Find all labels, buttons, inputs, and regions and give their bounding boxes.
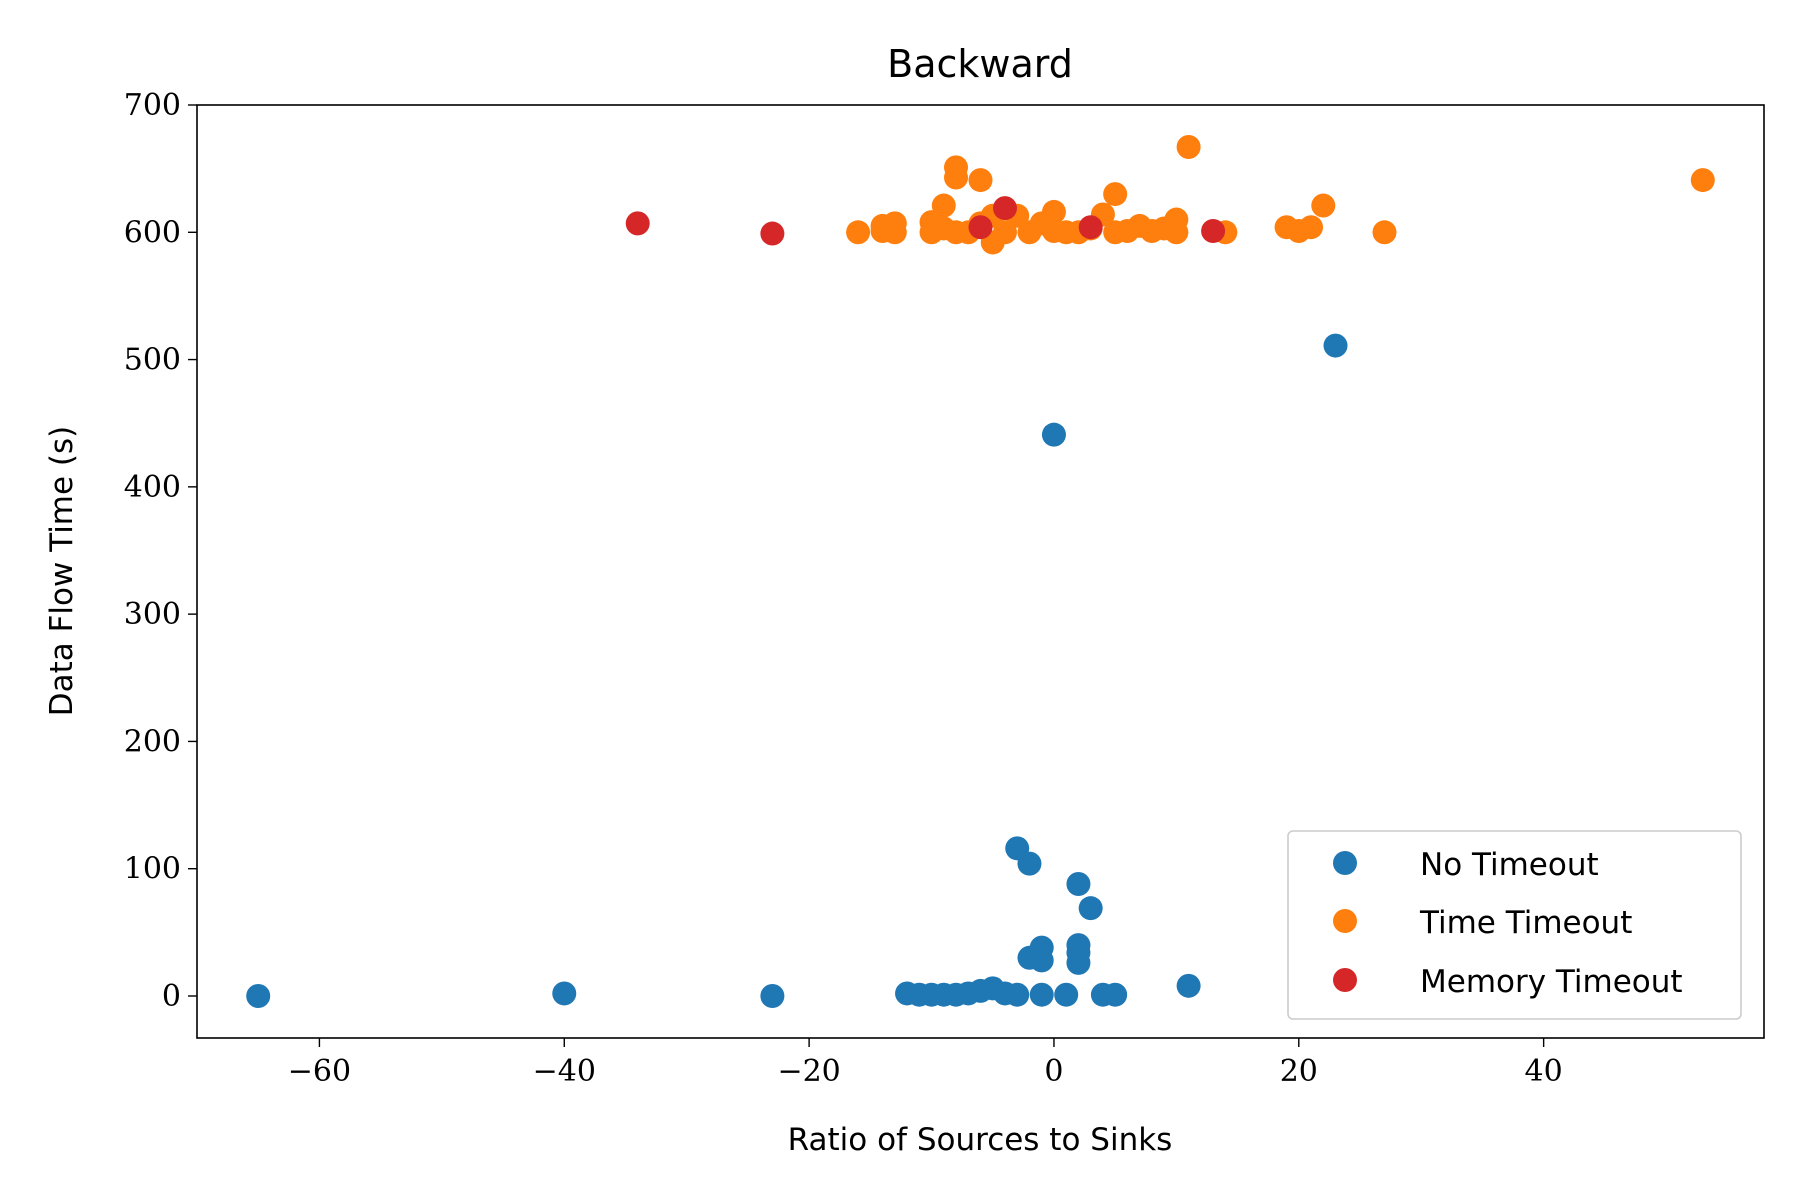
x-tick-label: −60	[288, 1054, 351, 1089]
legend-item-memory-timeout: Memory Timeout	[1333, 964, 1683, 1000]
legend-label-time-timeout: Time Timeout	[1419, 905, 1632, 941]
legend: No Timeout Time Timeout Memory Timeout	[1287, 830, 1742, 1020]
point-time-timeout	[992, 220, 1017, 245]
point-time-timeout	[944, 155, 969, 180]
y-tick-label: 700	[124, 88, 181, 123]
point-no-timeout	[1017, 851, 1042, 876]
x-tick-label: 20	[1280, 1054, 1318, 1089]
legend-item-no-timeout: No Timeout	[1333, 847, 1599, 883]
legend-item-time-timeout: Time Timeout	[1333, 905, 1632, 941]
y-tick-label: 0	[162, 979, 181, 1014]
x-tick-label: −20	[777, 1054, 840, 1089]
point-time-timeout	[846, 220, 871, 245]
point-no-timeout	[1041, 422, 1066, 447]
legend-marker-no-timeout	[1333, 851, 1357, 875]
point-memory-timeout	[625, 211, 650, 236]
point-time-timeout	[1299, 215, 1324, 240]
legend-marker-memory-timeout	[1333, 968, 1357, 992]
chart-title: Backward	[887, 42, 1073, 86]
legend-marker-time-timeout	[1333, 909, 1357, 933]
point-memory-timeout	[992, 196, 1017, 221]
point-time-timeout	[1372, 220, 1397, 245]
point-no-timeout	[1176, 973, 1201, 998]
point-no-timeout	[1029, 948, 1054, 973]
point-no-timeout	[1054, 982, 1079, 1007]
y-axis-label: Data Flow Time (s)	[44, 426, 80, 717]
point-memory-timeout	[968, 215, 993, 240]
x-axis-label: Ratio of Sources to Sinks	[788, 1122, 1173, 1158]
point-time-timeout	[968, 168, 993, 193]
point-no-timeout	[1103, 982, 1128, 1007]
point-no-timeout	[246, 983, 271, 1008]
y-tick-label: 200	[124, 724, 181, 759]
x-tick-label: 40	[1525, 1054, 1563, 1089]
point-memory-timeout	[1078, 215, 1103, 240]
point-memory-timeout	[1201, 219, 1226, 244]
point-time-timeout	[1103, 182, 1128, 207]
y-axis-ticks: 0 100 200 300 400 500 600 700	[124, 88, 197, 1014]
point-time-timeout	[1176, 135, 1201, 160]
point-time-timeout	[1041, 199, 1066, 224]
point-time-timeout	[1311, 193, 1336, 218]
point-no-timeout	[760, 983, 785, 1008]
point-no-timeout	[552, 981, 577, 1006]
legend-label-memory-timeout: Memory Timeout	[1420, 964, 1683, 1000]
y-tick-label: 600	[124, 215, 181, 250]
x-tick-label: 0	[1044, 1054, 1063, 1089]
point-time-timeout	[1164, 207, 1189, 232]
y-tick-label: 500	[124, 343, 181, 378]
legend-box	[1287, 830, 1742, 1020]
point-no-timeout	[1029, 982, 1054, 1007]
point-time-timeout	[1690, 168, 1715, 193]
point-time-timeout	[931, 193, 956, 218]
point-no-timeout	[1066, 871, 1091, 896]
plot-frame	[196, 104, 1765, 1039]
y-tick-label: 100	[124, 852, 181, 887]
x-tick-label: −40	[533, 1054, 596, 1089]
y-tick-label: 400	[124, 470, 181, 505]
point-no-timeout	[1066, 950, 1091, 975]
y-tick-label: 300	[124, 597, 181, 632]
point-no-timeout	[1323, 333, 1348, 358]
x-axis-ticks: −60 −40 −20 0 20 40	[288, 1038, 1563, 1089]
data-points	[246, 135, 1715, 1008]
legend-label-no-timeout: No Timeout	[1420, 847, 1599, 883]
point-no-timeout	[1078, 896, 1103, 921]
point-memory-timeout	[760, 221, 785, 246]
point-time-timeout	[882, 211, 907, 236]
point-no-timeout	[1005, 982, 1030, 1007]
